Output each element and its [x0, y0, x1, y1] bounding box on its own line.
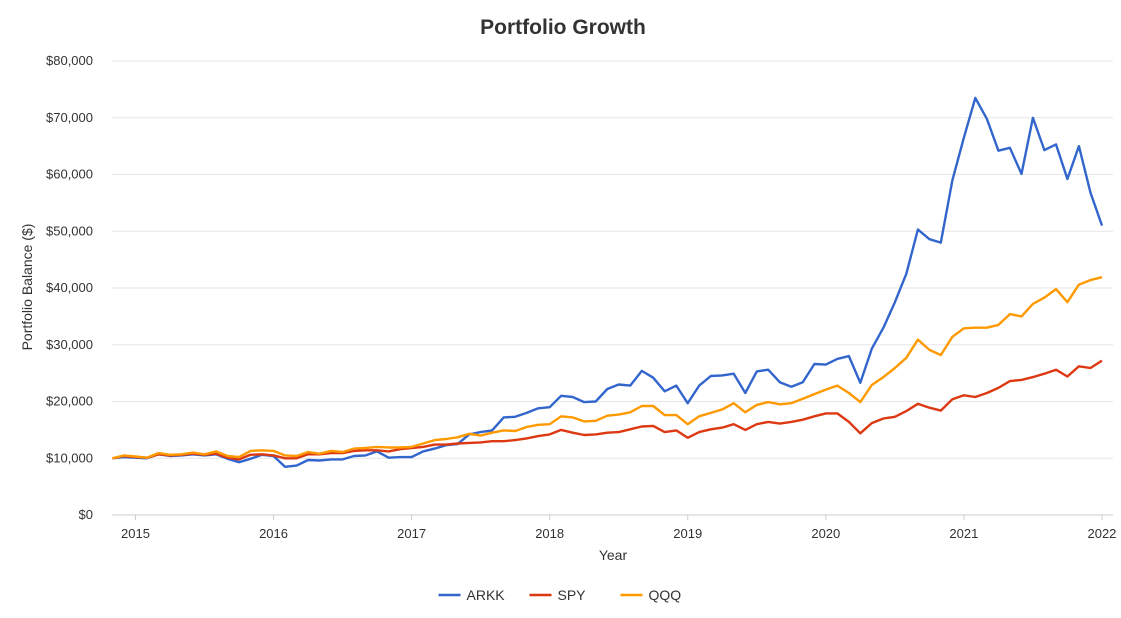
- y-tick-label: $70,000: [46, 110, 93, 125]
- legend-label: SPY: [558, 587, 587, 603]
- y-tick-label: $50,000: [46, 223, 93, 238]
- x-tick-label: 2019: [673, 526, 702, 541]
- legend-item-qqq[interactable]: QQQ: [620, 587, 682, 603]
- legend-item-spy[interactable]: SPY: [529, 587, 587, 603]
- series-line-spy: [112, 359, 1103, 461]
- x-tick-label: 2017: [397, 526, 426, 541]
- y-tick-label: $10,000: [46, 450, 93, 465]
- legend-item-arkk[interactable]: ARKK: [438, 587, 506, 603]
- x-tick-label: 2022: [1087, 526, 1116, 541]
- chart-title: Portfolio Growth: [480, 16, 646, 39]
- gridlines: [112, 60, 1113, 516]
- x-tick-label: 2016: [259, 526, 288, 541]
- series-line-qqq: [112, 276, 1103, 460]
- y-tick-label: $60,000: [46, 167, 93, 182]
- y-tick-label: $30,000: [46, 337, 93, 352]
- x-axis-ticks: 2015 2016 2017 2018 2019 2020 2021 2022: [121, 515, 1116, 541]
- series-lines: [112, 96, 1104, 468]
- y-tick-label: $0: [79, 507, 93, 522]
- y-tick-label: $40,000: [46, 280, 93, 295]
- y-tick-label: $80,000: [46, 53, 93, 68]
- y-tick-label: $20,000: [46, 394, 93, 409]
- x-tick-label: 2021: [949, 526, 978, 541]
- y-axis-ticks: $0 $10,000 $20,000 $30,000 $40,000 $50,000 $60…: [46, 53, 93, 522]
- y-axis-label: Portfolio Balance ($): [19, 224, 35, 351]
- x-tick-label: 2015: [121, 526, 150, 541]
- series-line-arkk: [112, 96, 1104, 468]
- legend-label: QQQ: [649, 587, 682, 603]
- legend-label: ARKK: [467, 587, 506, 603]
- x-axis-label: Year: [599, 547, 628, 563]
- legend: ARKK SPY QQQ: [438, 587, 682, 603]
- x-tick-label: 2018: [535, 526, 564, 541]
- x-tick-label: 2020: [811, 526, 840, 541]
